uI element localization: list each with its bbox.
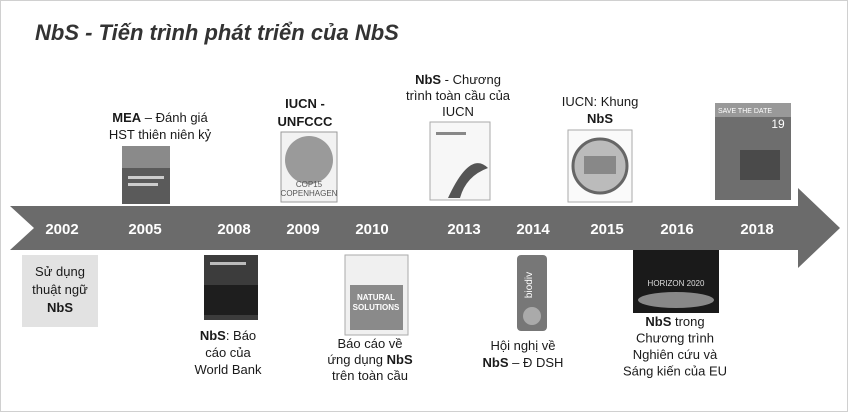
text-segment: MEA [112,110,142,125]
milestone-text: IUCN: Khung [562,94,639,109]
year-label: 2014 [516,221,550,238]
milestone-text: UNFCCC [278,114,333,129]
milestone-text: trình toàn cầu của [406,88,511,103]
text-segment: trình toàn cầu của [406,88,511,103]
milestone-text: Nghiên cứu và [633,347,718,362]
year-label: 2016 [660,221,693,238]
milestone-text: Chương trình [636,331,714,346]
milestone-text: NbS – Đ DSH [483,355,564,370]
text-segment: Nghiên cứu và [633,347,718,362]
text-segment: – Đánh giá [141,110,208,125]
milestone-text: MEA – Đánh giá [112,110,208,125]
text-segment: IUCN: Khung [562,94,639,109]
image-text: COP15 [296,180,323,189]
text-segment: trên toàn cầu [332,368,408,383]
milestone-text: NbS trong [645,314,704,329]
milestone-text: NbS [47,300,73,315]
worldbank-image [204,255,258,320]
text-segment: NbS [47,300,73,315]
text-segment: thuật ngữ [32,282,88,297]
milestone-text: cáo của [205,345,251,360]
text-segment: trong [671,314,704,329]
text-segment: NbS [387,352,413,367]
milestone-text: ứng dụng NbS [327,352,413,367]
milestone-text: thuật ngữ [32,282,88,297]
text-segment: – Đ DSH [509,355,564,370]
year-label: 2018 [740,221,773,238]
2018-image: SAVE THE DATE 19 [715,103,791,200]
biodiv-image: biodiv [517,255,547,331]
milestone-text: trên toàn cầu [332,368,408,383]
milestone-text: NbS: Báo [200,328,256,343]
text-segment: - Chương [441,72,501,87]
milestone-text: NbS [587,111,613,126]
image-text: SAVE THE DATE [718,108,772,115]
horizon-image: HORIZON 2020 [633,250,719,313]
mea-image [122,146,170,204]
image-text: COPENHAGEN [281,189,338,198]
text-segment: NbS [200,328,226,343]
year-label: 2008 [217,221,250,238]
milestone-text: Báo cáo về [337,336,402,351]
milestone-text: Hội nghị về [490,338,555,353]
text-segment: Hội nghị về [490,338,555,353]
text-segment: Chương trình [636,331,714,346]
image-text: 19 [771,117,785,131]
image-text: biodiv [524,272,535,298]
framework-image [568,130,632,202]
text-segment: HST thiên niên kỷ [109,127,212,142]
text-segment: NbS [587,111,613,126]
year-label: 2013 [447,221,480,238]
text-segment: NbS [645,314,671,329]
milestone-text: World Bank [195,362,262,377]
text-segment: UNFCCC [278,114,333,129]
year-label: 2009 [286,221,319,238]
milestone-text: NbS - Chương [415,72,501,87]
slide: NbS - Tiến trình phát triển của NbS COP1… [0,0,848,412]
text-segment: ứng dụng [327,352,386,367]
title: NbS - Tiến trình phát triển của NbS [35,20,399,45]
year-label: 2010 [355,221,388,238]
text-segment: Sử dụng [35,264,85,279]
text-segment: cáo của [205,345,251,360]
milestone-text: Sáng kiến của EU [623,364,727,379]
image-text: SOLUTIONS [353,303,400,312]
image-text: NATURAL [357,293,395,302]
milestone-text: IUCN [442,104,474,119]
year-label: 2015 [590,221,623,238]
milestone-text: IUCN - [285,96,325,111]
text-segment: : Báo [226,328,256,343]
text-segment: IUCN [442,104,474,119]
text-segment: NbS [415,72,441,87]
year-label: 2002 [45,221,78,238]
text-segment: Sáng kiến của EU [623,364,727,379]
iucn-image [430,122,490,200]
cop15-image: COP15 COPENHAGEN [281,132,338,202]
natural-solutions-image: NATURAL SOLUTIONS [345,255,408,335]
text-segment: IUCN - [285,96,325,111]
milestone-text: HST thiên niên kỷ [109,127,212,142]
image-text: HORIZON 2020 [648,279,705,288]
text-segment: World Bank [195,362,262,377]
text-segment: NbS [483,355,509,370]
text-segment: Báo cáo về [337,336,402,351]
year-label: 2005 [128,221,161,238]
milestone-text: Sử dụng [35,264,85,279]
